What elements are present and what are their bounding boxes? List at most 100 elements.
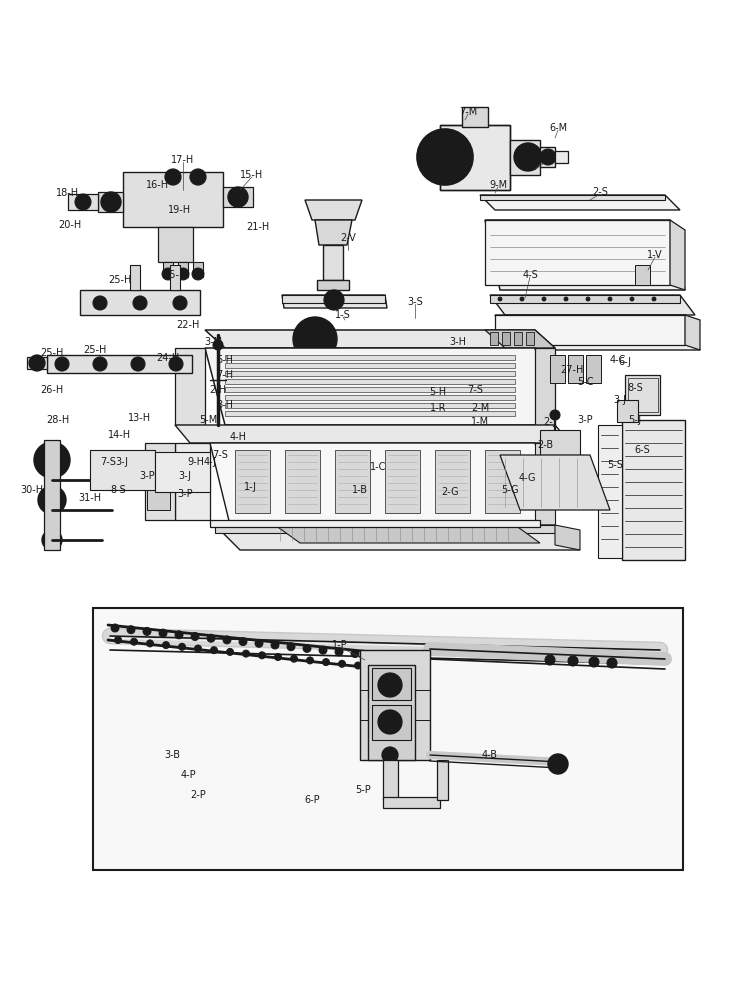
Circle shape [178, 643, 186, 650]
Text: 5-J: 5-J [629, 415, 641, 425]
Circle shape [545, 655, 555, 665]
Polygon shape [205, 330, 555, 348]
Circle shape [552, 758, 564, 770]
Polygon shape [215, 525, 580, 550]
Polygon shape [510, 140, 540, 175]
Text: 5-G: 5-G [501, 485, 519, 495]
Polygon shape [555, 525, 580, 550]
Circle shape [290, 655, 298, 662]
Text: 9-H: 9-H [187, 457, 205, 467]
Polygon shape [147, 483, 170, 510]
Polygon shape [98, 192, 123, 212]
Text: 16-H: 16-H [147, 180, 169, 190]
Circle shape [417, 129, 473, 185]
Circle shape [42, 530, 62, 550]
Polygon shape [550, 355, 565, 383]
Polygon shape [235, 450, 270, 513]
Polygon shape [440, 125, 510, 190]
Circle shape [586, 297, 590, 301]
Text: 18-H: 18-H [56, 188, 80, 198]
Circle shape [143, 627, 151, 635]
Text: 26-H: 26-H [41, 385, 64, 395]
Text: 22-H: 22-H [176, 320, 200, 330]
Text: 25-H: 25-H [108, 275, 132, 285]
Text: 8-M: 8-M [531, 157, 549, 167]
Polygon shape [305, 200, 362, 220]
Circle shape [303, 644, 311, 652]
Polygon shape [617, 400, 638, 422]
Polygon shape [502, 332, 510, 345]
Polygon shape [540, 430, 580, 455]
Text: 7-S: 7-S [212, 450, 228, 460]
Text: 14-H: 14-H [108, 430, 132, 440]
Circle shape [652, 297, 656, 301]
Text: 6-S: 6-S [634, 445, 650, 455]
Circle shape [274, 654, 281, 660]
Circle shape [540, 149, 556, 165]
Text: 1-R: 1-R [429, 403, 446, 413]
Text: 25-H: 25-H [83, 345, 107, 355]
Text: 5-M: 5-M [199, 415, 217, 425]
Polygon shape [47, 355, 192, 373]
Circle shape [271, 641, 279, 649]
Circle shape [211, 647, 217, 654]
Polygon shape [323, 245, 343, 280]
Circle shape [175, 631, 183, 639]
Circle shape [383, 653, 391, 661]
Polygon shape [385, 450, 420, 513]
Text: 2-B: 2-B [537, 440, 553, 450]
Text: 1-M: 1-M [471, 417, 489, 427]
Circle shape [550, 410, 560, 420]
Circle shape [162, 642, 169, 649]
Circle shape [324, 290, 344, 310]
Text: 3-P: 3-P [578, 415, 593, 425]
Circle shape [226, 648, 234, 655]
Polygon shape [315, 220, 352, 245]
Polygon shape [485, 220, 685, 290]
Polygon shape [495, 315, 700, 350]
Polygon shape [175, 348, 205, 425]
Circle shape [29, 355, 45, 371]
Text: 4-H: 4-H [229, 432, 247, 442]
Polygon shape [175, 425, 570, 443]
Polygon shape [90, 450, 155, 490]
Circle shape [307, 657, 314, 664]
Text: 2-H: 2-H [210, 385, 226, 395]
Polygon shape [223, 187, 253, 207]
Text: 2-M: 2-M [471, 403, 489, 413]
Text: 8-S: 8-S [627, 383, 643, 393]
Text: 3-M: 3-M [204, 337, 222, 347]
Text: 5-C: 5-C [577, 377, 593, 387]
Text: 25-H: 25-H [163, 270, 186, 280]
Circle shape [323, 659, 329, 666]
Polygon shape [225, 355, 515, 360]
Circle shape [630, 297, 634, 301]
Circle shape [293, 317, 337, 361]
Polygon shape [163, 262, 173, 277]
Circle shape [514, 143, 542, 171]
Polygon shape [568, 355, 583, 383]
Polygon shape [360, 650, 430, 760]
Text: 4-P: 4-P [180, 770, 196, 780]
Circle shape [608, 297, 612, 301]
Circle shape [542, 297, 546, 301]
Text: 8-S: 8-S [110, 485, 126, 495]
Text: 19-H: 19-H [168, 205, 192, 215]
Circle shape [351, 650, 359, 658]
Circle shape [147, 640, 153, 647]
Text: 3-J: 3-J [614, 395, 626, 405]
Circle shape [259, 652, 265, 659]
Polygon shape [622, 420, 685, 560]
Polygon shape [225, 363, 515, 368]
Circle shape [38, 486, 66, 514]
Polygon shape [462, 107, 488, 127]
Polygon shape [383, 760, 398, 800]
Polygon shape [145, 443, 175, 520]
Text: 15-H: 15-H [241, 170, 264, 180]
Circle shape [335, 648, 343, 656]
Polygon shape [130, 265, 140, 290]
Polygon shape [500, 455, 610, 510]
Circle shape [382, 747, 398, 763]
Circle shape [75, 194, 91, 210]
Circle shape [131, 638, 138, 645]
